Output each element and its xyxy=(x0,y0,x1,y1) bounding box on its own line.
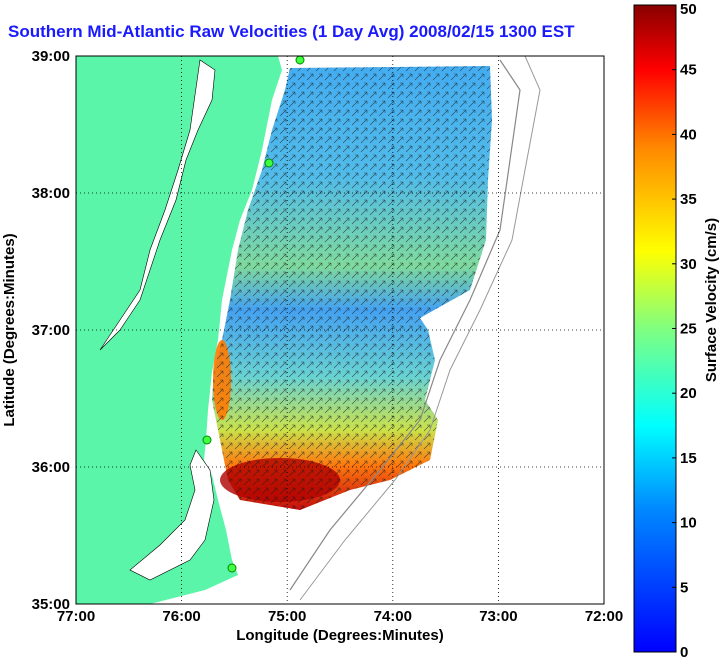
y-tick-label: 37:00 xyxy=(32,322,70,339)
y-tick-label: 35:00 xyxy=(32,596,70,613)
colorbar-tick-label: 10 xyxy=(680,515,697,532)
radar-site-marker xyxy=(227,563,237,573)
colorbar xyxy=(633,4,677,653)
colorbar-label: Surface Velocity (cm/s) xyxy=(703,218,720,382)
x-tick-label: 72:00 xyxy=(585,608,623,625)
y-axis-ticks: 35:00 36:00 37:00 38:00 39:00 xyxy=(32,48,70,613)
grid xyxy=(76,56,604,604)
radar-site-marker xyxy=(295,56,305,65)
colorbar-tick-label: 35 xyxy=(680,191,697,208)
y-tick-label: 36:00 xyxy=(32,459,70,476)
x-axis-label: Longitude (Degrees:Minutes) xyxy=(236,627,444,644)
colorbar-tick-label: 30 xyxy=(680,256,697,273)
x-tick-label: 77:00 xyxy=(57,608,95,625)
bathymetry-contour xyxy=(289,59,521,591)
colorbar-ticks: 0 5 10 15 20 25 30 35 40 45 50 xyxy=(672,1,697,659)
colorbar-tick-label: 5 xyxy=(680,579,688,596)
y-tick-label: 39:00 xyxy=(32,48,70,65)
colorbar-tick-label: 20 xyxy=(680,385,697,402)
velocity-vectors xyxy=(212,66,492,510)
axes-frame xyxy=(75,55,605,605)
colorbar-tick-label: 0 xyxy=(680,644,688,659)
sound-water xyxy=(129,449,215,581)
land-mass xyxy=(76,56,282,604)
colorbar-tick-label: 25 xyxy=(680,321,697,338)
x-tick-label: 73:00 xyxy=(479,608,517,625)
bathymetry-contour xyxy=(299,56,541,601)
x-tick-label: 75:00 xyxy=(268,608,306,625)
x-tick-label: 76:00 xyxy=(162,608,200,625)
radar-site-marker xyxy=(202,435,212,445)
colorbar-tick-label: 40 xyxy=(680,126,697,143)
x-axis-ticks: 77:00 76:00 75:00 74:00 73:00 72:00 xyxy=(57,608,623,625)
y-axis-label: Latitude (Degrees:Minutes) xyxy=(1,233,18,426)
y-tick-label: 38:00 xyxy=(32,185,70,202)
colorbar-tick-label: 50 xyxy=(680,1,697,18)
radar-site-marker xyxy=(264,158,274,168)
colorbar-tick-label: 45 xyxy=(680,62,697,79)
x-tick-label: 74:00 xyxy=(374,608,412,625)
chart-title: Southern Mid-Atlantic Raw Velocities (1 … xyxy=(8,22,575,41)
colorbar-tick-label: 15 xyxy=(680,450,697,467)
